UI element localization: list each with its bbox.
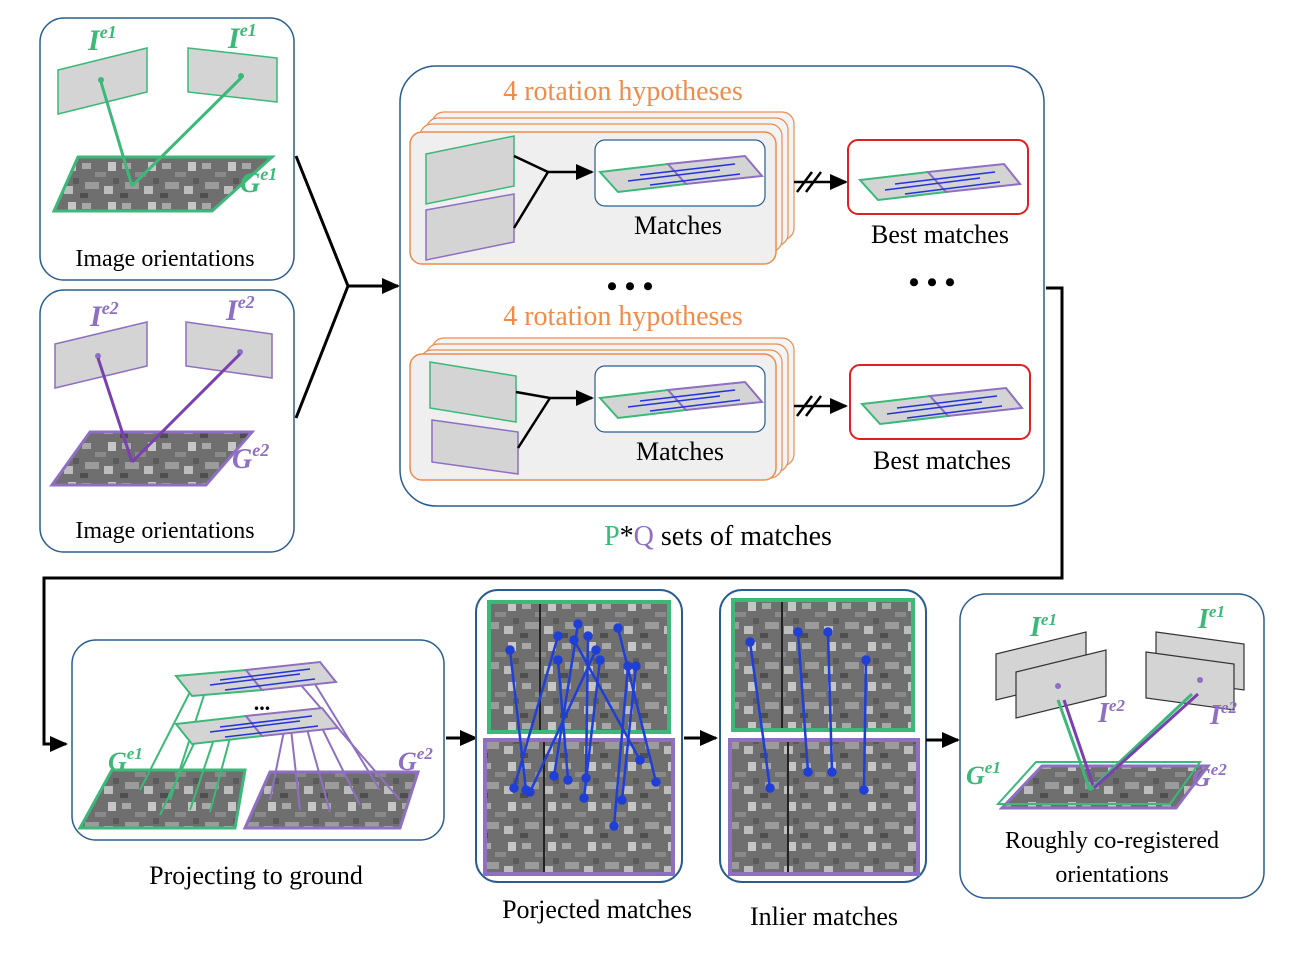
svg-text:Ie1: Ie1 xyxy=(1029,610,1057,643)
image-e2-right xyxy=(185,321,273,379)
svg-text:Ge1: Ge1 xyxy=(240,164,277,199)
ground-e2 xyxy=(49,430,256,487)
image-e1-right xyxy=(187,47,278,103)
svg-text:Ie1: Ie1 xyxy=(87,22,117,57)
label-matches-2: Matches xyxy=(636,437,724,466)
svg-text:Ie1: Ie1 xyxy=(227,20,257,55)
label-projected-matches: Porjected matches xyxy=(502,895,692,924)
ellipsis-left: • • • xyxy=(607,270,654,303)
label-best-matches-1: Best matches xyxy=(871,220,1009,249)
svg-text:Ie1: Ie1 xyxy=(1197,602,1225,635)
label-rough-2: orientations xyxy=(1055,862,1168,888)
panel-projected-matches xyxy=(475,589,683,883)
label-best-matches-2: Best matches xyxy=(873,446,1011,475)
small-ellipsis: ... xyxy=(254,690,271,715)
flow-connector xyxy=(42,286,1064,752)
panel-rotation-hypotheses: 4 rotation hypotheses Matches Best match… xyxy=(399,65,1045,507)
svg-text:Ge1: Ge1 xyxy=(966,758,1001,790)
panel-image-orientations-e1: Ie1 Ie1 Ge1 Image orientations xyxy=(39,17,295,281)
merge-connector xyxy=(294,155,400,419)
label-pq-sets: P*Q sets of matches xyxy=(604,521,832,552)
label-projecting: Projecting to ground xyxy=(149,861,363,890)
label-rotation-hypotheses-1: 4 rotation hypotheses xyxy=(503,76,743,107)
svg-text:Ie2: Ie2 xyxy=(1209,698,1237,731)
svg-text:Ie2: Ie2 xyxy=(225,292,255,327)
label-rough-1: Roughly co-registered xyxy=(1005,828,1219,854)
label-inlier-matches: Inlier matches xyxy=(750,902,898,931)
panel-image-orientations-e2: Ie2 Ie2 Ge2 Image orientations xyxy=(39,289,295,553)
ground-e1 xyxy=(51,155,276,213)
image-e2-left xyxy=(54,321,148,389)
svg-text:Ie2: Ie2 xyxy=(89,298,119,333)
panel-projecting-to-ground: ... Ge1 Ge2 xyxy=(71,639,445,841)
label-image-orientations-2: Image orientations xyxy=(75,518,254,544)
svg-text:Ge2: Ge2 xyxy=(232,440,269,475)
ellipsis-right: • • • xyxy=(909,266,956,299)
panel-co-registered: Ie1 Ie1 Ie2 Ie2 Ge1 Ge2 Roughly co-regis… xyxy=(959,593,1265,899)
label-image-orientations-1: Image orientations xyxy=(75,246,254,272)
label-rotation-hypotheses-2: 4 rotation hypotheses xyxy=(503,301,743,332)
panel-inlier-matches xyxy=(719,589,927,883)
svg-text:Ge2: Ge2 xyxy=(1192,760,1227,792)
svg-text:Ie2: Ie2 xyxy=(1097,696,1125,729)
svg-text:Ge2: Ge2 xyxy=(398,744,433,776)
label-matches-1: Matches xyxy=(634,211,722,240)
svg-text:Ge1: Ge1 xyxy=(108,744,143,776)
